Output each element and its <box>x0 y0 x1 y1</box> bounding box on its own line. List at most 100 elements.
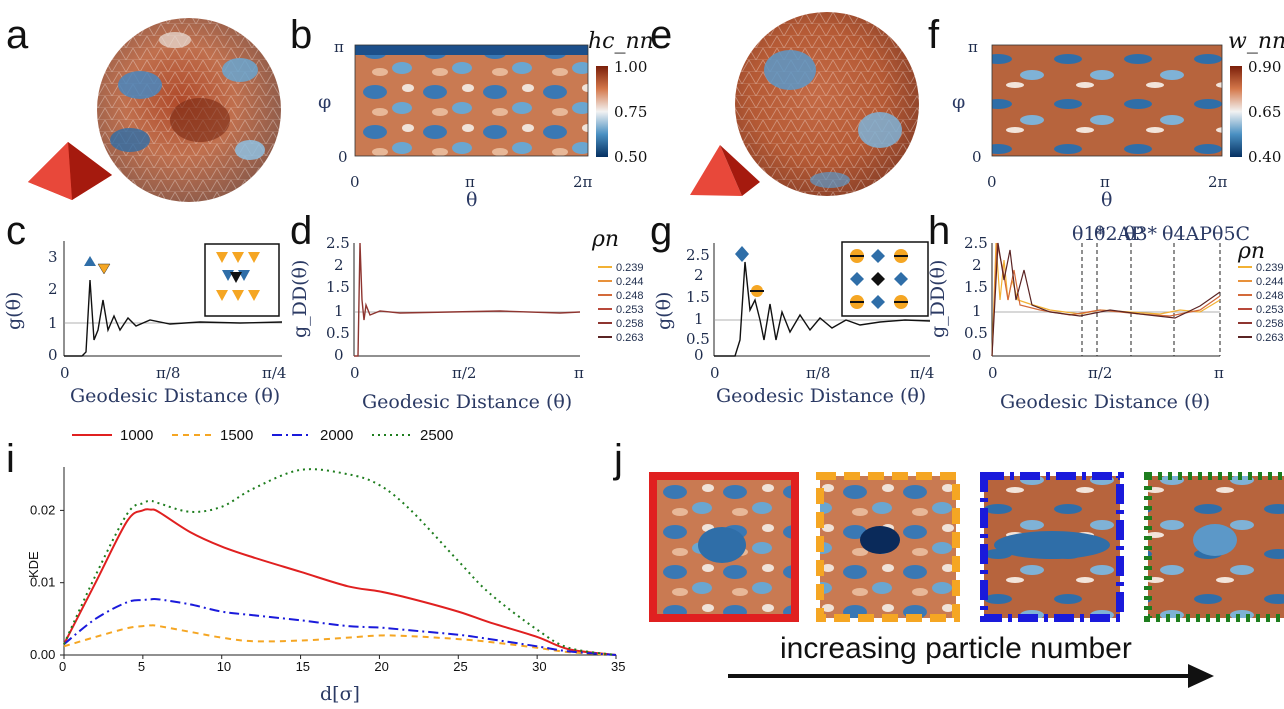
h-xtick-1: π/2 <box>1088 364 1112 382</box>
b-xtick-2pi: 2π <box>573 173 593 191</box>
kde-ylabel: KDE <box>26 551 41 578</box>
x-tick-label: 30 <box>532 659 546 674</box>
legend-entry: 0.239 <box>616 262 644 274</box>
h-ytick-0: 0 <box>972 346 982 364</box>
x-tick-label: 20 <box>374 659 388 674</box>
legend-entry: 0.253 <box>616 304 644 316</box>
f-xtick-pi: π <box>1100 173 1110 191</box>
f-colorbar-label: w_nn <box>1228 29 1284 54</box>
h-ytick-25: 2.5 <box>964 234 988 252</box>
h-xtick-0: 0 <box>988 364 998 382</box>
d-xtick-0: 0 <box>350 364 360 382</box>
g-ylabel: g(θ) <box>653 292 675 330</box>
map-f: π 0 φ 0 π 2π θ w_nn 0.90 0.65 0.40 <box>952 29 1284 211</box>
d-legend-title: ρn <box>591 227 619 252</box>
h-marker-4: θ4AP <box>1162 223 1212 245</box>
h-marker-3: θ3* <box>1124 223 1158 245</box>
h-marker-1: θ1* <box>1072 223 1106 245</box>
kde-legend: 1000 1500 2000 2500 <box>72 427 453 444</box>
b-ytick-0: 0 <box>338 148 348 166</box>
g-ytick-25: 2.5 <box>686 246 710 264</box>
h-ytick-2: 2 <box>972 256 982 274</box>
d-xtick-2: π <box>574 364 584 382</box>
d-ylabel: g_DD(θ) <box>289 260 311 338</box>
f-ytick-pi: π <box>968 38 978 56</box>
g-ytick-2: 2 <box>694 266 704 284</box>
legend-entry: 0.258 <box>616 318 644 330</box>
h-marker-2: θ2AP <box>1094 223 1144 245</box>
panel-label-h: h <box>928 209 950 253</box>
c-xlabel: Geodesic Distance (θ) <box>70 385 280 407</box>
panel-label-a: a <box>6 13 29 57</box>
x-tick-label: 25 <box>453 659 467 674</box>
kde-legend-label: 2500 <box>420 427 453 444</box>
b-cb-tick-3: 0.50 <box>614 148 647 166</box>
x-tick-label: 10 <box>217 659 231 674</box>
h-ytick-05: 0.5 <box>964 324 988 342</box>
legend-entry: 0.263 <box>1256 332 1284 344</box>
panel-label-f: f <box>928 13 940 57</box>
h-legend: 0.239 0.244 0.248 0.253 0.258 0.263 <box>1238 262 1284 344</box>
legend-entry: 0.248 <box>1256 290 1284 302</box>
panel-label-c: c <box>6 209 26 253</box>
g-ytick-05: 0.5 <box>686 330 710 348</box>
kde-series-1500 <box>63 624 617 656</box>
legend-entry: 0.248 <box>616 290 644 302</box>
kde-ticks: 0 5 10 15 20 25 30 35 0.00 0.01 0.02 <box>30 502 625 674</box>
panel-label-i: i <box>6 437 15 481</box>
b-xlabel: θ <box>466 189 477 211</box>
d-xtick-1: π/2 <box>452 364 476 382</box>
kde-legend-label: 1500 <box>220 427 253 444</box>
c-xtick-0: 0 <box>60 364 70 382</box>
plot-d: 2.5 2 1.5 1 0.5 0 g_DD(θ) 0 π/2 π Geodes… <box>289 227 644 413</box>
d-ytick-0: 0 <box>334 346 344 364</box>
kde-series <box>63 468 617 656</box>
f-xtick-2pi: 2π <box>1208 173 1228 191</box>
x-tick-label: 15 <box>296 659 310 674</box>
b-xtick-pi: π <box>465 173 475 191</box>
c-ylabel: g(θ) <box>3 292 25 330</box>
b-ytick-pi: π <box>334 38 344 56</box>
b-cb-tick-1: 1.00 <box>614 58 647 76</box>
g-xtick-1: π/8 <box>806 364 830 382</box>
g-ytick-1: 1 <box>694 310 704 328</box>
h-ytick-1: 1 <box>972 302 982 320</box>
plot-c: 3 2 1 0 g(θ) 0 π/8 π/4 Geodesic Distance… <box>3 241 286 407</box>
h-xtick-2: π <box>1214 364 1224 382</box>
d-ytick-25: 2.5 <box>326 234 350 252</box>
legend-entry: 0.244 <box>616 276 644 288</box>
legend-entry: 0.239 <box>1256 262 1284 274</box>
h-legend-title: ρn <box>1237 239 1265 264</box>
c-inset <box>204 243 280 317</box>
d-legend: 0.239 0.244 0.248 0.253 0.258 0.263 <box>598 262 644 344</box>
g-ytick-15: 1.5 <box>686 288 710 306</box>
kde-series-1000 <box>63 508 617 656</box>
f-ytick-0: 0 <box>972 148 982 166</box>
panel-label-e: e <box>650 13 672 57</box>
h-marker-5: θ5C <box>1212 223 1250 245</box>
tiles-j: increasing particle number <box>649 472 1284 688</box>
c-xtick-1: π/8 <box>156 364 180 382</box>
legend-entry: 0.258 <box>1256 318 1284 330</box>
d-ytick-15: 1.5 <box>326 278 350 296</box>
f-cb-tick-2: 0.65 <box>1248 103 1281 121</box>
legend-entry: 0.263 <box>616 332 644 344</box>
f-xtick-0: 0 <box>987 173 997 191</box>
kde-series-2500 <box>63 468 617 656</box>
f-ylabel: φ <box>952 91 965 113</box>
panel-label-g: g <box>650 209 672 253</box>
kde-xlabel: d[σ] <box>320 683 360 705</box>
b-xtick-0: 0 <box>350 173 360 191</box>
f-cb-tick-3: 0.40 <box>1248 148 1281 166</box>
map-b: π 0 φ 0 π 2π θ hc_nn 1.00 0.75 0.50 <box>318 29 654 211</box>
y-tick-label: 0.00 <box>30 647 55 662</box>
kde-legend-label: 2000 <box>320 427 353 444</box>
h-xlabel: Geodesic Distance (θ) <box>1000 391 1210 413</box>
d-ytick-1: 1 <box>334 302 344 320</box>
y-tick-label: 0.02 <box>30 502 55 517</box>
x-tick-label: 35 <box>611 659 625 674</box>
f-cb-tick-1: 0.90 <box>1248 58 1281 76</box>
b-colorbar-label: hc_nn <box>588 29 654 54</box>
legend-entry: 0.253 <box>1256 304 1284 316</box>
